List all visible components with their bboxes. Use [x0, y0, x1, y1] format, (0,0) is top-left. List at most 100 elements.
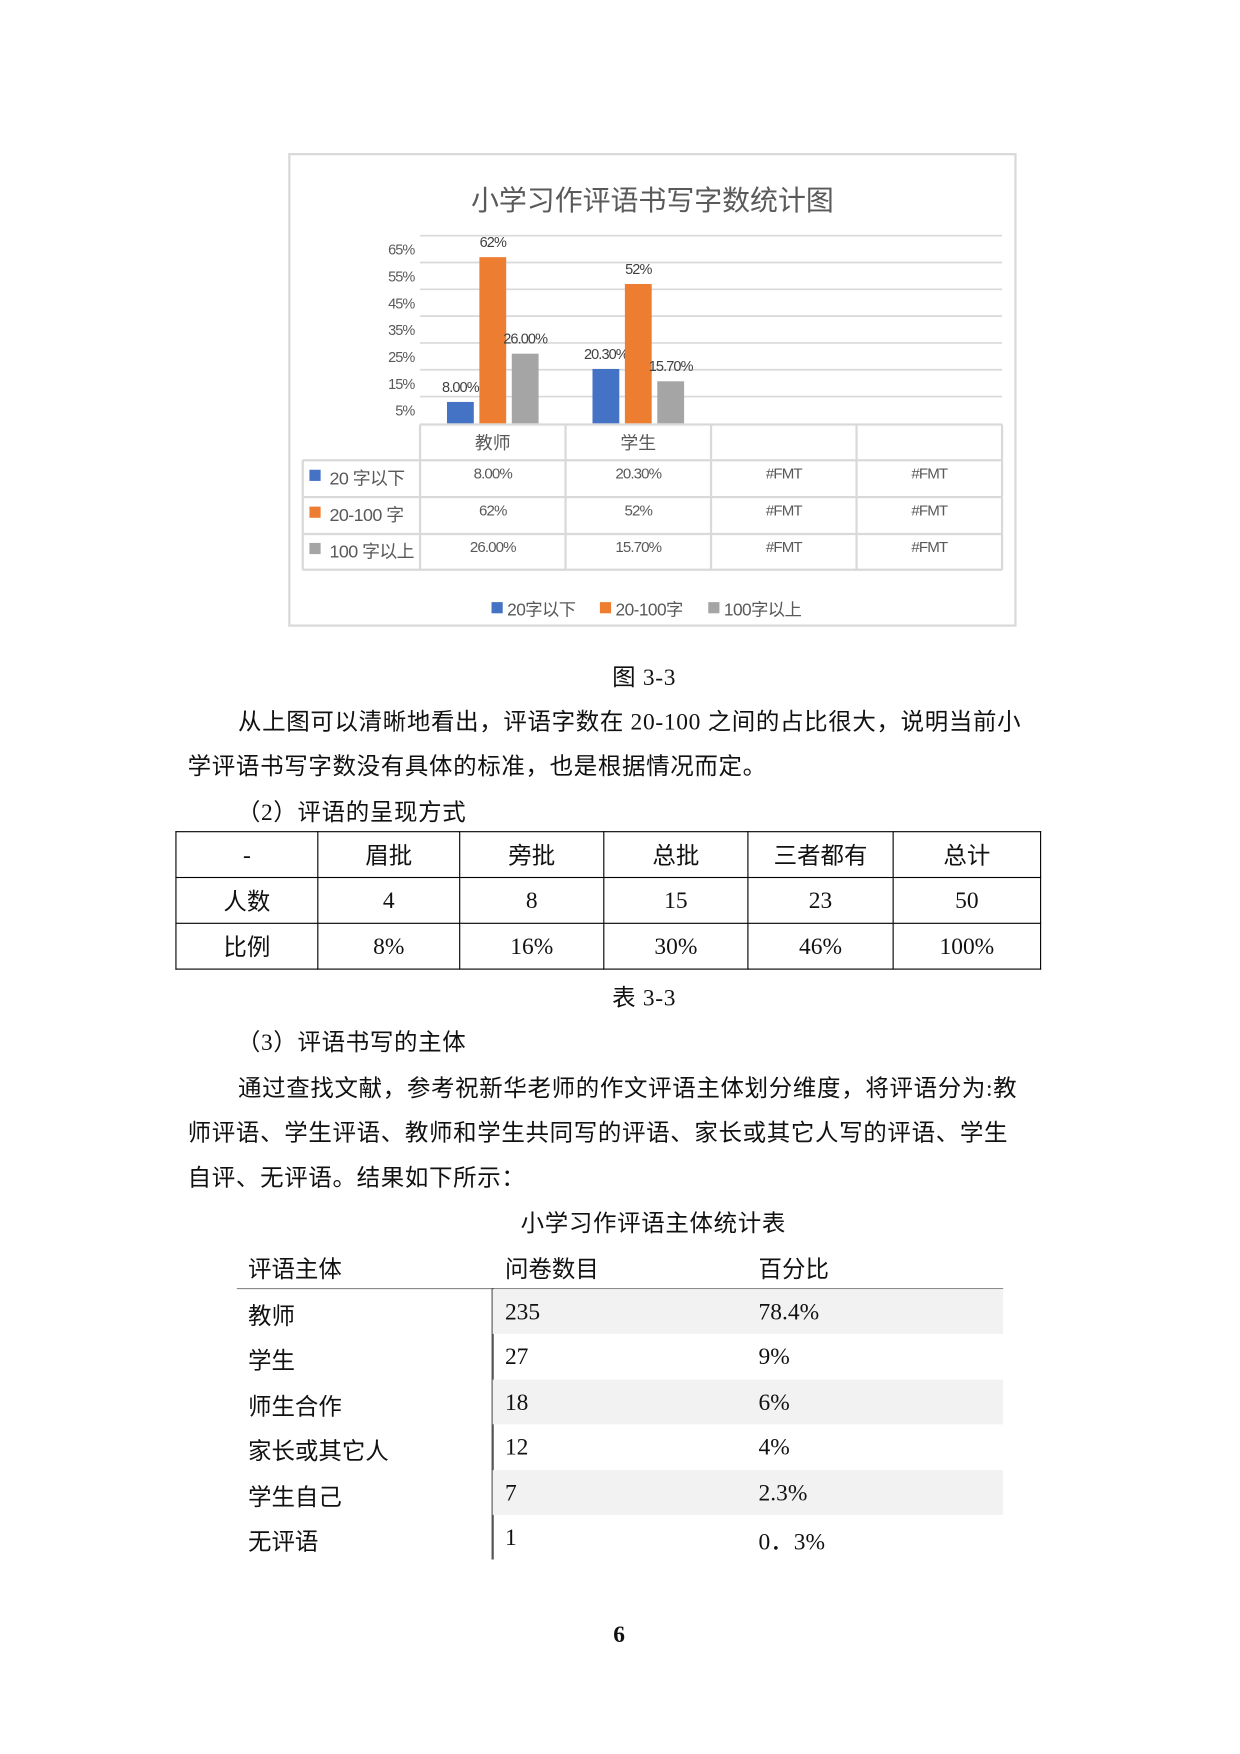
table-cell: 学生自己	[248, 1482, 342, 1510]
legend-item: 20字以下	[507, 600, 576, 620]
table-row: 人数 4 8 15 23 50	[175, 876, 1042, 924]
table-value: 62%	[479, 503, 507, 520]
table-cell: 9%	[758, 1342, 790, 1370]
chart-title: 小学习作评语书写字数统计图	[471, 185, 834, 216]
table-row: 学生 27 9%	[237, 1334, 1003, 1379]
section-heading-3: （3）评语书写的主体	[236, 1028, 467, 1056]
table-cell: 1	[504, 1523, 517, 1551]
y-tick-label: 45%	[388, 296, 415, 312]
table-cell: 18	[504, 1388, 529, 1415]
table-cell: 眉批	[317, 831, 461, 879]
table-cell: 8%	[317, 922, 461, 970]
table-value: #FMT	[911, 539, 947, 556]
table-row: 家长或其它人 12 4%	[237, 1424, 1003, 1469]
y-tick-label: 5%	[395, 404, 415, 420]
paragraph-2-line-2: 师评语、学生评语、教师和学生共同写的评语、家长或其它人写的评语、学生	[187, 1119, 1009, 1147]
table-title: 小学习作评语主体统计表	[520, 1209, 787, 1237]
y-tick-label: 65%	[388, 243, 415, 259]
bar-1-1	[624, 283, 652, 424]
figure-caption: 图 3-3	[612, 663, 677, 691]
table-value: #FMT	[911, 466, 947, 483]
table-cell: 8	[459, 876, 605, 924]
table-row: 教师 235 78.4%	[237, 1288, 1004, 1334]
legend-key-2	[309, 542, 321, 555]
table-cell: 学生	[248, 1347, 295, 1375]
table-series-label: 100 字以上	[330, 541, 414, 561]
column-divider	[491, 1288, 494, 1560]
chart-container	[288, 153, 1017, 627]
table-cell: 总批	[603, 831, 749, 879]
table-header-cell: 百分比	[758, 1255, 829, 1283]
table-cell: 旁批	[459, 831, 605, 879]
data-label: 62%	[480, 235, 507, 251]
table-cell: 15	[603, 876, 749, 924]
paragraph-2-line-3: 自评、无评语。结果如下所示：	[187, 1164, 526, 1191]
legend-item: 100字以上	[724, 600, 802, 620]
row-shading	[492, 1469, 1004, 1515]
section-heading-2: （2）评语的呈现方式	[236, 798, 467, 826]
data-label: 52%	[625, 262, 652, 278]
data-label: 20.30%	[584, 347, 629, 363]
table-cell: 46%	[747, 922, 894, 970]
legend-item: 20-100字	[616, 600, 684, 620]
table-cell: 235	[504, 1297, 541, 1325]
row-shading	[492, 1379, 1004, 1425]
category-label: 学生	[620, 433, 656, 453]
table-cell: 16%	[459, 922, 605, 970]
table-cell: 教师	[248, 1302, 295, 1329]
table-header-row: - 眉批 旁批 总批 三者都有 总计	[175, 831, 1042, 879]
table-cell: 100%	[892, 922, 1042, 970]
presentation-table: - 眉批 旁批 总批 三者都有 总计 人数 4 8 15 23 50 比例 8%…	[175, 831, 1042, 970]
table-cell: 2.3%	[758, 1478, 808, 1506]
legend-swatch	[491, 602, 503, 614]
legend-swatch	[708, 602, 720, 614]
table-cell: 家长或其它人	[248, 1437, 389, 1465]
table-value: #FMT	[911, 503, 947, 520]
table-cell: 无评语	[248, 1528, 319, 1556]
table-cell: 4	[317, 876, 461, 924]
page-number: 6	[613, 1620, 626, 1648]
y-tick-label: 35%	[388, 323, 415, 339]
table-cell: 0．3%	[758, 1528, 825, 1556]
y-tick-label: 15%	[388, 377, 415, 393]
table-cell: 人数	[175, 876, 319, 924]
y-tick-label: 55%	[388, 270, 415, 286]
table-value: 20.30%	[615, 466, 661, 483]
table-header-cell: 问卷数目	[504, 1255, 599, 1283]
table-value: 8.00%	[474, 466, 513, 483]
table-cell: 50	[892, 876, 1042, 924]
paragraph-2-line-1: 通过查找文献，参考祝新华老师的作文评语主体划分维度，将评语分为:教	[237, 1074, 1018, 1102]
table-value: #FMT	[766, 539, 802, 556]
table-cell: 23	[747, 876, 894, 924]
legend-swatch	[599, 602, 612, 614]
table-series-label: 20-100 字	[330, 505, 404, 525]
bar-1-0	[479, 257, 507, 424]
data-label: 8.00%	[442, 380, 480, 396]
table-header-row: 评语主体 问卷数目 百分比	[236, 1242, 1004, 1289]
table-header-cell: 评语主体	[248, 1255, 342, 1283]
legend-key-1	[309, 506, 321, 518]
table-cell: 30%	[603, 922, 749, 970]
table-cell: 78.4%	[758, 1297, 820, 1325]
bar-chart: 小学习作评语书写字数统计图 5% 15% 25% 35% 45% 55% 65% 8.00% 20…	[301, 185, 1004, 620]
table-cell: 4%	[758, 1433, 790, 1461]
paragraph-1-line-2: 学评语书写字数没有具体的标准，也是根据情况而定。	[187, 752, 767, 780]
data-label: 26.00%	[503, 332, 548, 348]
table-cell: 三者都有	[747, 831, 894, 879]
table-cell: 7	[504, 1478, 517, 1506]
table-value: #FMT	[766, 503, 802, 520]
table-cell: 比例	[175, 922, 319, 970]
y-tick-label: 25%	[388, 350, 415, 366]
table-value: #FMT	[766, 466, 802, 483]
table-cell: 师生合作	[248, 1392, 342, 1420]
bar-0-0	[446, 401, 474, 424]
paragraph-1-line-1: 从上图可以清晰地看出，评语字数在 20-100 之间的占比很大，说明当前小	[237, 708, 1022, 736]
table-cell: -	[175, 831, 319, 879]
row-shading	[492, 1288, 1004, 1334]
bar-2-1	[657, 381, 685, 424]
table-cell: 总计	[892, 831, 1042, 879]
legend-key-0	[309, 469, 321, 481]
table-value: 15.70%	[615, 539, 661, 556]
table-row: 师生合作 18 6%	[237, 1379, 1004, 1425]
